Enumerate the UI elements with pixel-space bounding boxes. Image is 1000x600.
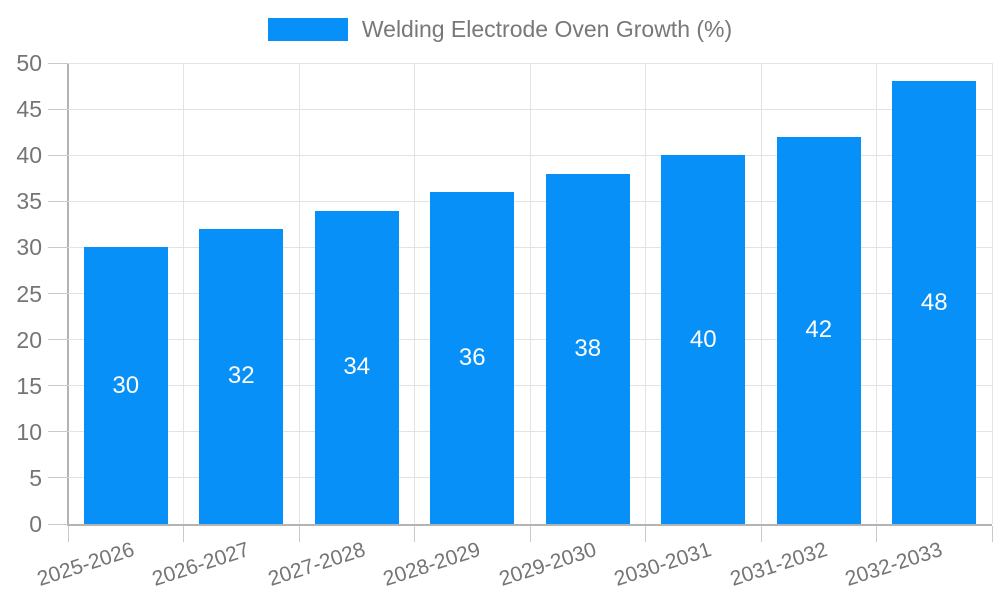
bar: 30 xyxy=(83,247,168,524)
legend-item[interactable]: Welding Electrode Oven Growth (%) xyxy=(267,16,733,43)
bar-value-label: 38 xyxy=(574,334,602,362)
x-gridline xyxy=(414,63,415,524)
y-axis-tick xyxy=(48,385,68,387)
bar: 38 xyxy=(545,173,630,524)
x-axis-tick xyxy=(991,526,993,542)
bar: 36 xyxy=(430,192,515,524)
x-axis-tick xyxy=(645,526,646,542)
bar: 40 xyxy=(661,155,746,524)
y-axis-tick xyxy=(48,339,68,341)
y-axis-tick xyxy=(48,108,68,110)
x-axis-tick xyxy=(183,526,184,542)
bar: 48 xyxy=(892,81,977,524)
bar-value-label: 30 xyxy=(112,371,140,399)
x-axis-tick xyxy=(298,526,300,542)
y-axis-tick xyxy=(48,154,68,156)
x-axis-tick xyxy=(67,526,69,542)
y-axis-label: 0 xyxy=(29,511,42,537)
bar-value-label: 36 xyxy=(458,344,486,372)
y-axis-label: 25 xyxy=(16,280,42,307)
x-gridline xyxy=(183,63,184,524)
y-axis-tick xyxy=(48,523,68,525)
bar-value-label: 32 xyxy=(227,362,255,390)
y-axis-label: 40 xyxy=(16,142,42,169)
x-axis-tick xyxy=(414,526,415,542)
bar: 42 xyxy=(776,136,861,524)
x-axis-tick xyxy=(760,526,762,542)
plot-area: 0 5 10 15 20 25 30 35 40 45 50 30 2025-2026 32 2026-20… xyxy=(16,50,993,591)
y-axis-label: 10 xyxy=(16,418,42,445)
x-gridline xyxy=(298,63,300,524)
y-axis-tick xyxy=(48,293,68,294)
bar-value-label: 48 xyxy=(920,288,948,316)
x-axis-tick xyxy=(876,526,877,542)
y-axis-label: 30 xyxy=(16,234,42,261)
x-gridline xyxy=(529,63,531,524)
y-axis-label: 45 xyxy=(16,96,42,123)
legend: Welding Electrode Oven Growth (%) xyxy=(0,16,1000,43)
y-axis-label: 15 xyxy=(16,372,42,399)
y-axis-label: 35 xyxy=(16,188,42,215)
y-axis-label: 50 xyxy=(16,50,42,76)
y-axis-tick xyxy=(48,477,68,479)
bar-value-label: 40 xyxy=(689,325,717,353)
bar: 34 xyxy=(314,210,399,524)
bar-value-label: 42 xyxy=(805,316,833,344)
x-gridline xyxy=(645,63,646,524)
y-axis-label: 20 xyxy=(16,326,42,353)
x-gridline xyxy=(991,63,993,524)
x-gridline xyxy=(760,63,762,524)
bar-value-label: 34 xyxy=(343,353,371,381)
bar: 32 xyxy=(199,228,284,524)
y-axis-tick xyxy=(48,62,68,64)
legend-swatch xyxy=(267,18,348,41)
x-axis-tick xyxy=(529,526,531,542)
legend-label: Welding Electrode Oven Growth (%) xyxy=(361,16,733,42)
y-axis-tick xyxy=(48,431,68,433)
x-gridline xyxy=(876,63,877,524)
y-axis-label: 5 xyxy=(29,464,42,491)
y-axis-tick xyxy=(48,246,68,248)
x-axis-line xyxy=(67,524,992,526)
y-axis-tick xyxy=(48,200,68,202)
